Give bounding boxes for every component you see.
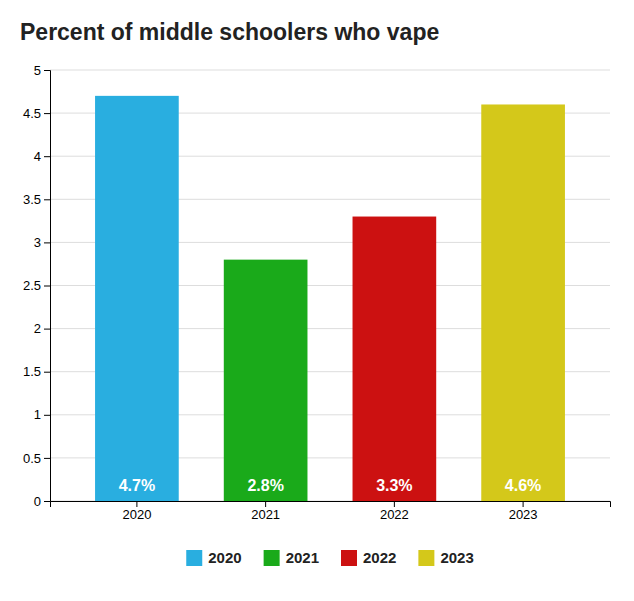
y-tick: 1.5 [23, 364, 50, 379]
legend-swatch [418, 550, 434, 566]
legend-label: 2023 [440, 549, 473, 566]
chart: Percent of middle schoolers who vape 0 0.5… [0, 0, 634, 601]
y-tick-mark [44, 70, 50, 71]
bars [95, 96, 565, 501]
y-tick-label: 1 [34, 407, 41, 422]
x-tick-mark [523, 501, 524, 507]
legend-swatch [341, 550, 357, 566]
x-tick-mark [136, 501, 137, 507]
y-tick-label: 3.5 [23, 192, 41, 207]
legend-item: 2022 [341, 549, 396, 566]
x-tick-label: 2023 [509, 507, 538, 522]
bar [95, 96, 179, 501]
y-tick-mark [44, 458, 50, 459]
y-tick: 0 [34, 494, 50, 509]
x-tick: 2022 [380, 501, 409, 522]
legend-swatch [186, 550, 202, 566]
y-tick: 0.5 [23, 451, 50, 466]
data-label: 4.6% [505, 477, 541, 494]
legend-swatch [264, 550, 280, 566]
data-label: 2.8% [247, 477, 283, 494]
grid [50, 70, 610, 501]
y-tick-label: 2 [34, 321, 41, 336]
x-tick: 2020 [122, 501, 151, 522]
legend-item: 2020 [186, 549, 241, 566]
x-tick: 2023 [509, 501, 538, 522]
legend-item: 2021 [264, 549, 319, 566]
grid-line [50, 70, 610, 71]
y-tick: 2.5 [23, 278, 50, 293]
data-labels: 4.7% 2.8% 3.3% 4.6% [119, 477, 542, 494]
x-axis: 2020 2021 2022 2023 [51, 501, 611, 522]
legend-label: 2020 [208, 549, 241, 566]
y-tick-label: 0 [34, 494, 41, 509]
y-tick-label: 0.5 [23, 451, 41, 466]
y-tick-label: 2.5 [23, 278, 41, 293]
bar [481, 104, 565, 501]
x-axis-line [51, 502, 611, 508]
y-tick: 3.5 [23, 192, 50, 207]
y-tick: 5 [34, 63, 50, 78]
y-tick: 2 [34, 321, 50, 336]
x-tick-mark [265, 501, 266, 507]
y-tick-mark [44, 415, 50, 416]
y-tick-mark [44, 242, 50, 243]
y-tick-mark [44, 113, 50, 114]
legend: 2020 2021 2022 2023 [186, 549, 474, 566]
y-tick: 3 [34, 235, 50, 250]
y-tick-mark [44, 501, 50, 502]
bar [353, 217, 437, 501]
y-axis-line [44, 71, 51, 502]
x-tick-label: 2020 [122, 507, 151, 522]
bar [224, 260, 308, 501]
y-tick: 4 [34, 149, 50, 164]
x-tick-label: 2021 [251, 507, 280, 522]
x-tick-label: 2022 [380, 507, 409, 522]
y-tick-mark [44, 329, 50, 330]
title: Percent of middle schoolers who vape [20, 19, 439, 45]
y-tick-mark [44, 156, 50, 157]
y-tick-label: 4.5 [23, 106, 41, 121]
legend-label: 2021 [286, 549, 319, 566]
y-tick-label: 5 [34, 63, 41, 78]
x-tick: 2021 [251, 501, 280, 522]
y-tick-label: 4 [34, 149, 41, 164]
y-axis: 0 0.5 1 1.5 2 2.5 3 3.5 4 4.5 5 [23, 63, 51, 509]
y-tick-label: 3 [34, 235, 41, 250]
y-tick-label: 1.5 [23, 364, 41, 379]
y-tick-mark [44, 286, 50, 287]
data-label: 4.7% [119, 477, 155, 494]
legend-label: 2022 [363, 549, 396, 566]
x-tick-mark [394, 501, 395, 507]
plot: 0 0.5 1 1.5 2 2.5 3 3.5 4 4.5 5 2020 2021 2022 2023 4.7… [23, 63, 611, 523]
y-tick-mark [44, 372, 50, 373]
data-label: 3.3% [376, 477, 412, 494]
legend-item: 2023 [418, 549, 473, 566]
y-tick: 1 [34, 407, 50, 422]
y-tick: 4.5 [23, 106, 50, 121]
y-tick-mark [44, 199, 50, 200]
